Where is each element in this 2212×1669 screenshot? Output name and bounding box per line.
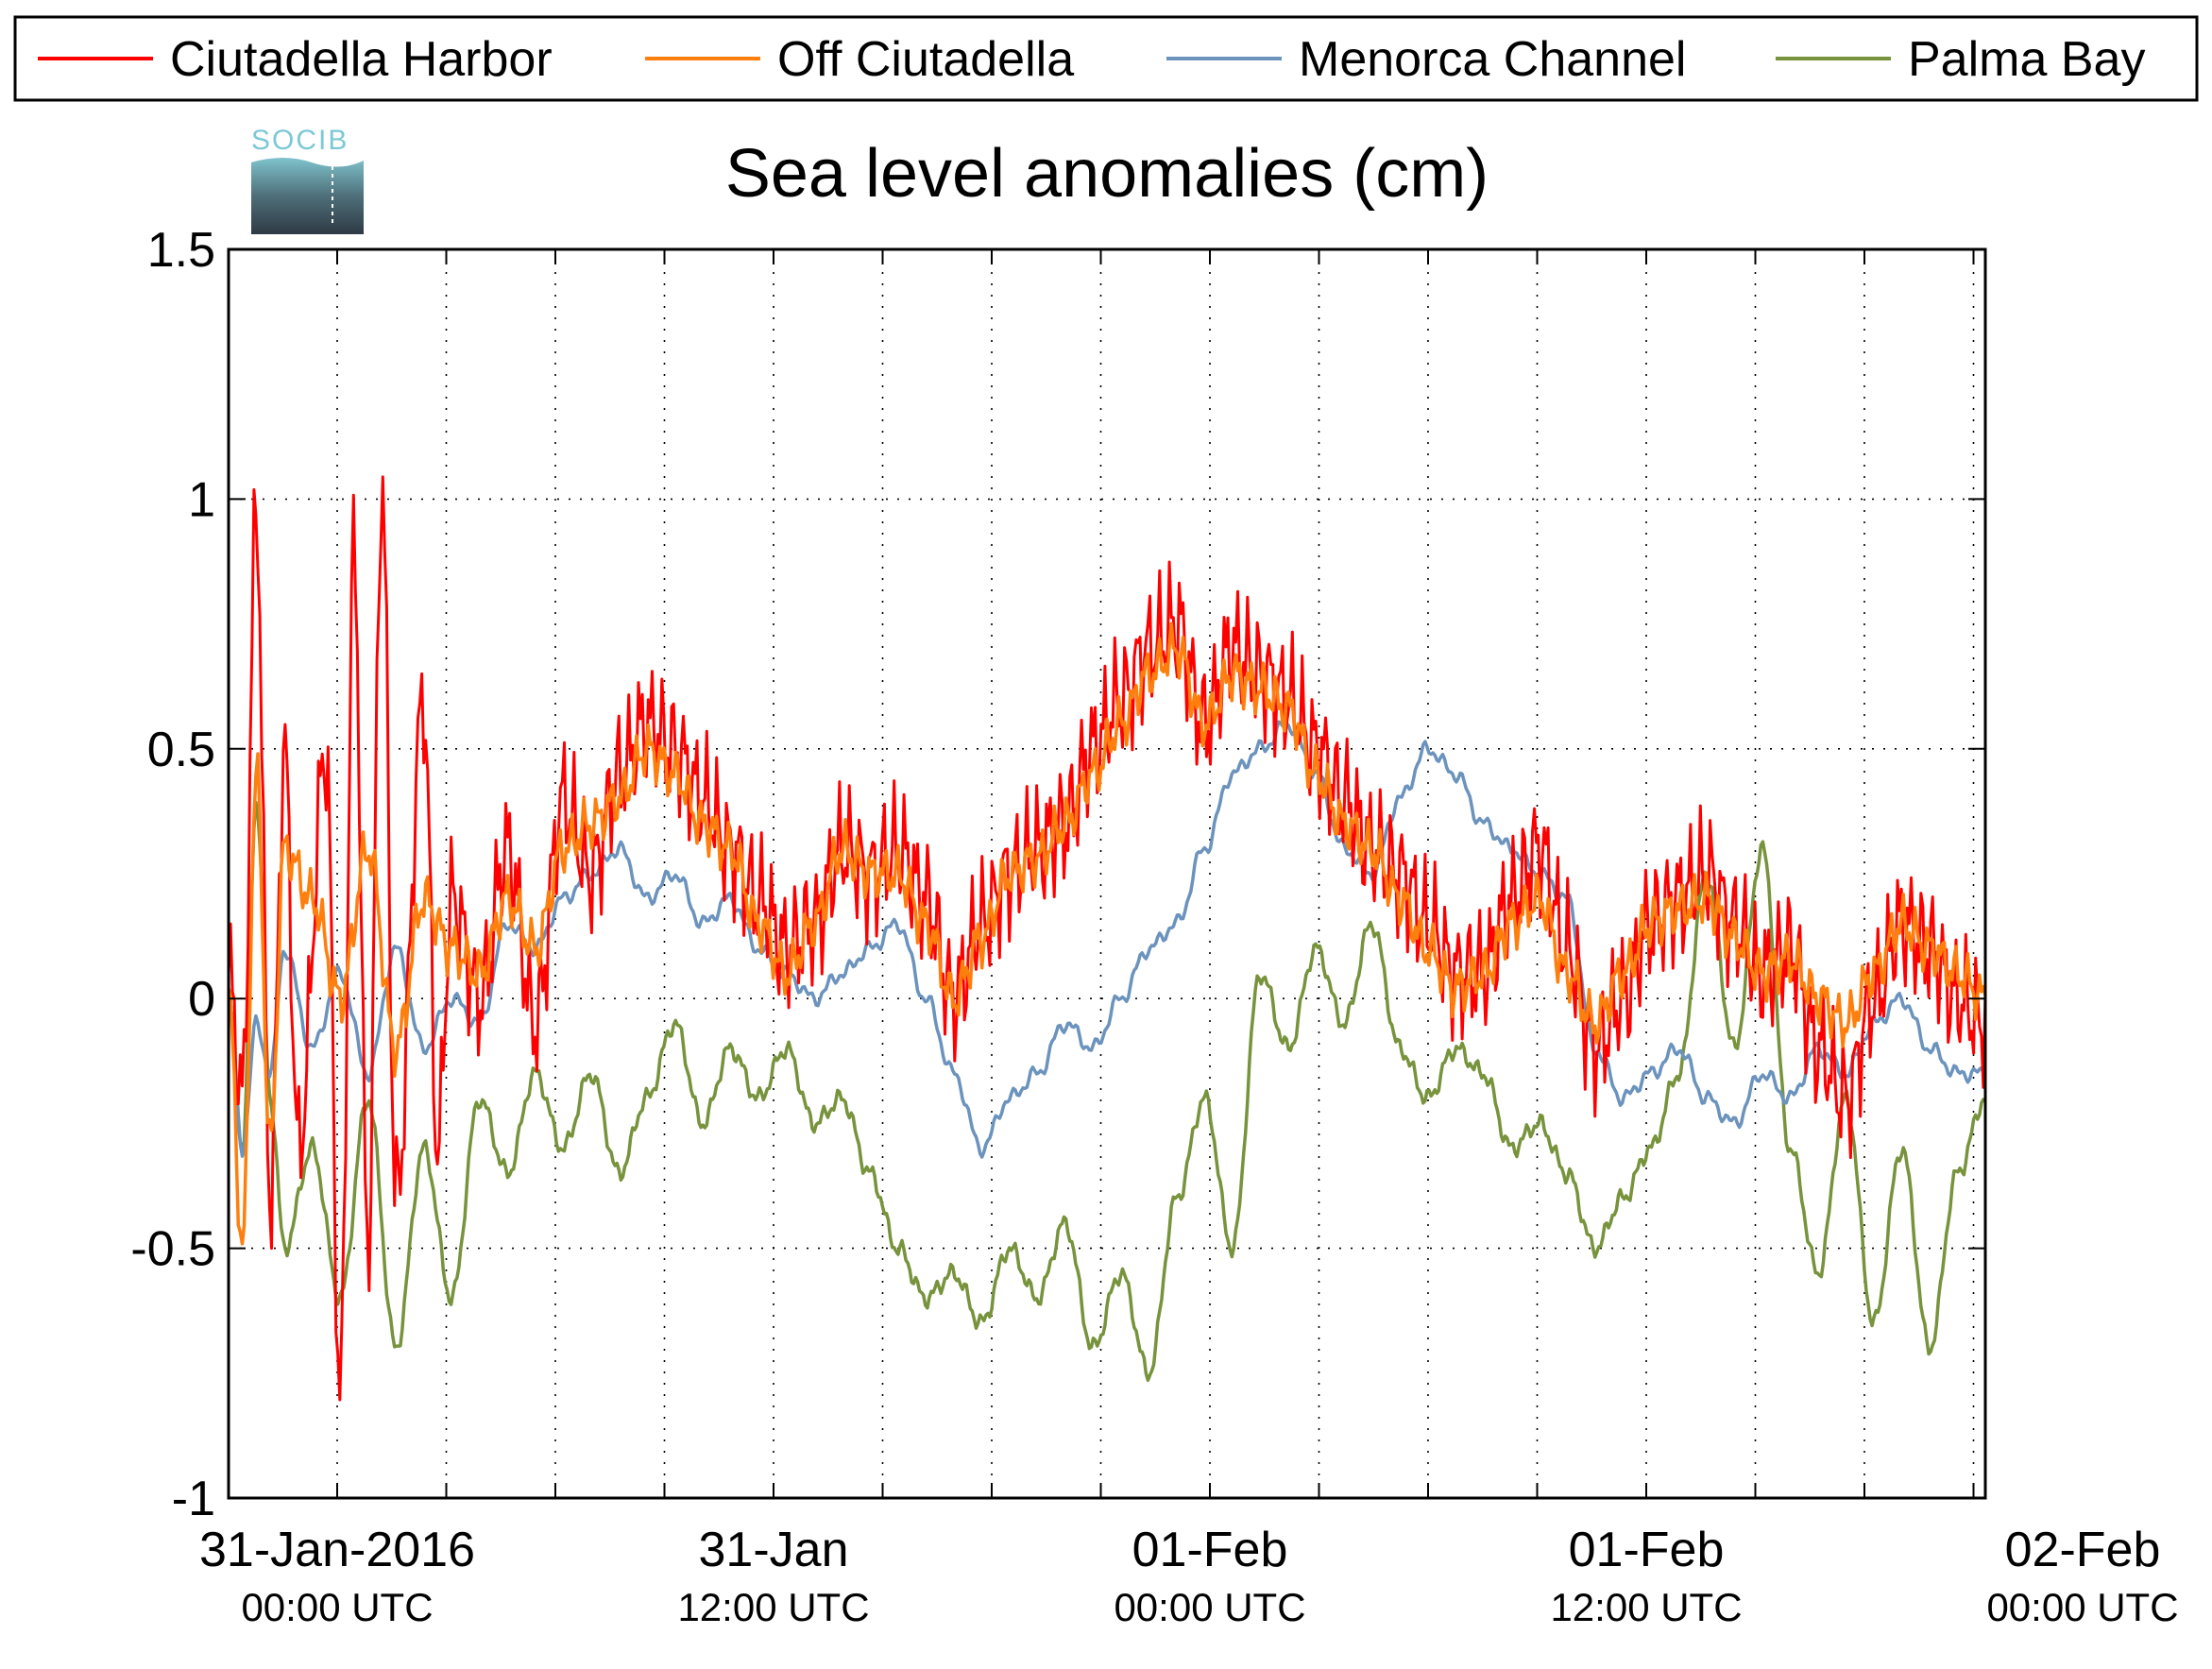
legend-label-menorca-channel: Menorca Channel xyxy=(1299,32,1686,87)
y-tick-label: 1.5 xyxy=(147,223,215,278)
minor-ticks xyxy=(336,249,1975,1498)
legend-entry-menorca-channel: Menorca Channel xyxy=(1166,32,1686,87)
legend-entry-palma-bay: Palma Bay xyxy=(1776,32,2145,87)
legend: Ciutadella Harbor Off Ciutadella Menorca… xyxy=(13,15,2199,102)
legend-entry-ciutadella-harbor: Ciutadella Harbor xyxy=(38,32,553,87)
series-line-palma-bay xyxy=(227,800,1985,1383)
plot-border xyxy=(227,247,1987,1500)
legend-label-ciutadella-harbor: Ciutadella Harbor xyxy=(170,32,553,87)
y-tick-label: 0 xyxy=(188,972,215,1027)
y-tick-label: 0.5 xyxy=(147,723,215,777)
legend-label-palma-bay: Palma Bay xyxy=(1908,32,2145,87)
logo-text: SOCIB xyxy=(251,125,349,156)
x-tick-label-time: 00:00 UTC xyxy=(1986,1585,2178,1629)
socib-logo: SOCIB xyxy=(251,125,364,234)
y-tick-label: -1 xyxy=(172,1472,215,1526)
y-tick-label: 1 xyxy=(188,472,215,527)
series-line-off-ciutadella xyxy=(227,622,1987,1246)
y-axis: 1.5 1 0.5 0 -0.5 -1 xyxy=(130,223,1985,1526)
x-tick-label-date: 31-Jan-2016 xyxy=(199,1523,475,1577)
chart-title: Sea level anomalies (cm) xyxy=(725,136,1489,212)
x-tick-label-date: 01-Feb xyxy=(1132,1523,1288,1577)
legend-label-off-ciutadella: Off Ciutadella xyxy=(777,32,1074,87)
x-tick-label-time: 00:00 UTC xyxy=(1114,1585,1305,1629)
x-tick-label-time: 12:00 UTC xyxy=(677,1585,869,1629)
x-tick-label-time: 12:00 UTC xyxy=(1550,1585,1742,1629)
x-tick-label-date: 31-Jan xyxy=(699,1523,849,1577)
x-tick-label-time: 00:00 UTC xyxy=(241,1585,433,1629)
y-tick-label: -0.5 xyxy=(130,1222,215,1277)
x-axis: 31-Jan-2016 00:00 UTC 31-Jan 12:00 UTC 01-Fe… xyxy=(199,1523,2179,1629)
legend-entry-off-ciutadella: Off Ciutadella xyxy=(645,32,1074,87)
x-tick-label-date: 02-Feb xyxy=(2005,1523,2161,1577)
series-layer xyxy=(227,475,1987,1402)
x-tick-label-date: 01-Feb xyxy=(1569,1523,1725,1577)
